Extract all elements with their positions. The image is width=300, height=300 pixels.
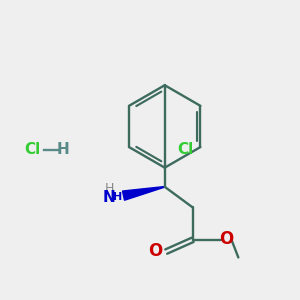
Text: H: H xyxy=(105,182,114,195)
Text: H: H xyxy=(57,142,70,158)
Text: H: H xyxy=(113,192,122,202)
Text: O: O xyxy=(219,230,233,248)
Polygon shape xyxy=(122,187,165,200)
Text: O: O xyxy=(148,242,162,260)
Text: N: N xyxy=(103,190,116,205)
Text: Cl: Cl xyxy=(177,142,193,158)
Text: Cl: Cl xyxy=(24,142,40,158)
